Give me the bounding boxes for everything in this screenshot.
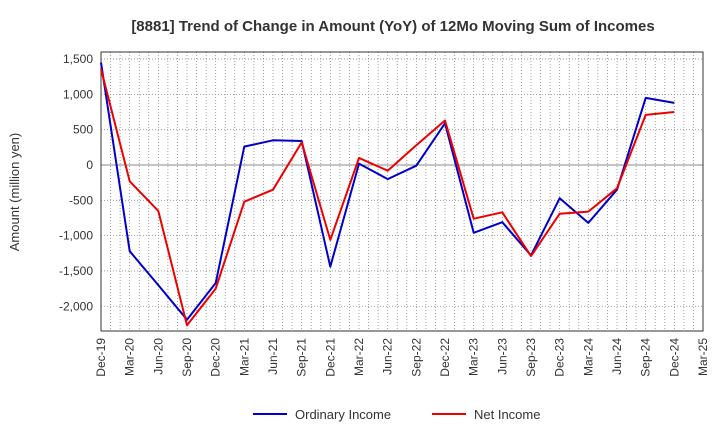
x-tick-label: Mar-25 [696,338,710,376]
legend: Ordinary Income Net Income [253,407,540,422]
y-tick-label: -1,000 [59,229,93,243]
x-tick-label: Jun-21 [266,338,280,375]
legend-label: Net Income [474,407,540,422]
y-tick-label: -500 [69,193,93,207]
x-tick-label: Jun-23 [495,338,509,375]
legend-label: Ordinary Income [295,407,391,422]
series-line-net-income [100,68,675,327]
y-tick-label: 1,000 [63,87,93,101]
series-line-ordinary-income [100,62,675,321]
x-tick-label: Mar-23 [467,338,481,376]
x-tick-label: Jun-22 [381,338,395,375]
x-ticks: Dec-19 Mar-20 Jun-20 Sep-20 Dec-20 Mar-21 Jun-… [94,338,710,377]
y-tick-label: -1,500 [59,264,93,278]
x-tick-label: Jun-20 [151,338,165,375]
x-tick-label: Sep-22 [409,338,423,377]
x-tick-label: Dec-22 [438,338,452,377]
y-axis-label: Amount (million yen) [7,133,22,252]
y-tick-label: 1,500 [63,52,93,66]
x-tick-label: Dec-23 [553,338,567,377]
x-tick-label: Sep-24 [639,338,653,377]
x-tick-label: Mar-21 [237,338,251,376]
x-tick-label: Dec-21 [323,338,337,377]
y-tick-label: 500 [73,123,93,137]
x-tick-label: Dec-24 [667,338,681,377]
plot-frame [100,51,704,332]
series-lines [100,62,675,327]
x-tick-label: Mar-20 [123,338,137,376]
x-tick-label: Jun-24 [610,338,624,375]
y-tick-label: 0 [86,158,93,172]
x-tick-label: Mar-22 [352,338,366,376]
y-tick-label: -2,000 [59,299,93,313]
x-tick-label: Sep-23 [524,338,538,377]
x-tick-label: Sep-21 [295,338,309,377]
y-ticks: -2,000 -1,500 -1,000 -500 0 500 1,000 1,500 [59,52,93,313]
x-tick-label: Dec-19 [94,338,108,377]
x-tick-label: Sep-20 [180,338,194,377]
chart-title: [8881] Trend of Change in Amount (YoY) o… [131,18,654,35]
x-tick-label: Mar-24 [581,338,595,376]
x-tick-label: Dec-20 [209,338,223,377]
